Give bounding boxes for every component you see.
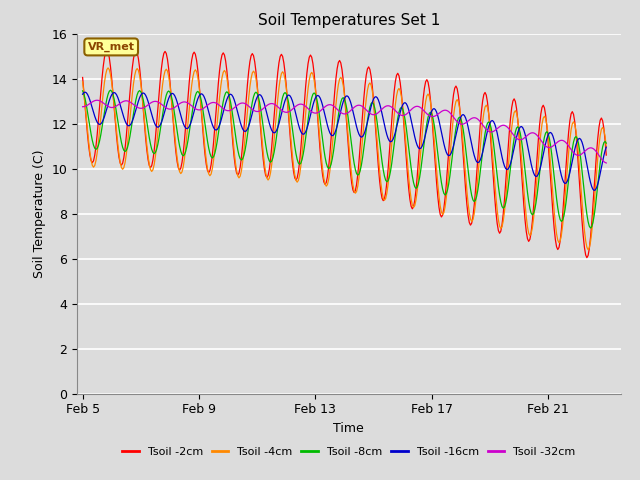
Tsoil -8cm: [602, 140, 610, 146]
Tsoil -16cm: [81, 89, 89, 95]
X-axis label: Time: Time: [333, 422, 364, 435]
Tsoil -2cm: [79, 74, 86, 80]
Line: Tsoil -8cm: Tsoil -8cm: [83, 90, 606, 228]
Tsoil -32cm: [384, 103, 392, 108]
Tsoil -4cm: [204, 166, 211, 171]
Tsoil -8cm: [79, 88, 86, 94]
Tsoil -16cm: [389, 137, 397, 143]
Tsoil -4cm: [500, 209, 508, 215]
Tsoil -4cm: [127, 103, 135, 109]
Tsoil -16cm: [602, 144, 610, 150]
Tsoil -32cm: [127, 100, 135, 106]
Tsoil -2cm: [602, 152, 610, 158]
Tsoil -32cm: [602, 160, 610, 166]
Tsoil -4cm: [79, 79, 86, 85]
Tsoil -2cm: [583, 255, 591, 261]
Text: VR_met: VR_met: [88, 42, 134, 52]
Tsoil -8cm: [204, 138, 211, 144]
Title: Soil Temperatures Set 1: Soil Temperatures Set 1: [258, 13, 440, 28]
Tsoil -2cm: [127, 76, 135, 82]
Tsoil -4cm: [584, 247, 592, 252]
Tsoil -8cm: [107, 87, 115, 93]
Tsoil -32cm: [389, 105, 397, 111]
Tsoil -4cm: [384, 181, 392, 187]
Line: Tsoil -4cm: Tsoil -4cm: [83, 68, 606, 250]
Tsoil -4cm: [104, 65, 112, 71]
Tsoil -8cm: [127, 126, 135, 132]
Tsoil -2cm: [389, 102, 397, 108]
Tsoil -16cm: [127, 121, 135, 127]
Tsoil -32cm: [79, 104, 86, 109]
Tsoil -16cm: [204, 104, 211, 110]
Tsoil -32cm: [500, 122, 508, 128]
Tsoil -16cm: [79, 91, 86, 97]
Tsoil -4cm: [602, 144, 610, 149]
Tsoil -16cm: [384, 135, 392, 141]
Tsoil -8cm: [384, 178, 392, 183]
Tsoil -8cm: [587, 225, 595, 231]
Tsoil -16cm: [500, 163, 508, 169]
Tsoil -2cm: [103, 47, 111, 53]
Line: Tsoil -32cm: Tsoil -32cm: [83, 100, 606, 163]
Tsoil -16cm: [106, 98, 113, 104]
Line: Tsoil -2cm: Tsoil -2cm: [83, 50, 606, 258]
Tsoil -32cm: [106, 104, 113, 110]
Tsoil -2cm: [204, 168, 211, 173]
Tsoil -2cm: [500, 197, 508, 203]
Tsoil -16cm: [590, 188, 598, 193]
Tsoil -2cm: [384, 167, 392, 172]
Tsoil -4cm: [106, 67, 113, 72]
Tsoil -8cm: [500, 204, 508, 210]
Tsoil -8cm: [104, 91, 112, 97]
Tsoil -32cm: [204, 102, 211, 108]
Tsoil -2cm: [106, 55, 113, 60]
Tsoil -8cm: [389, 152, 397, 157]
Tsoil -4cm: [389, 127, 397, 133]
Legend: Tsoil -2cm, Tsoil -4cm, Tsoil -8cm, Tsoil -16cm, Tsoil -32cm: Tsoil -2cm, Tsoil -4cm, Tsoil -8cm, Tsoi…: [118, 443, 580, 461]
Tsoil -32cm: [93, 97, 101, 103]
Line: Tsoil -16cm: Tsoil -16cm: [83, 92, 606, 191]
Y-axis label: Soil Temperature (C): Soil Temperature (C): [33, 149, 45, 278]
